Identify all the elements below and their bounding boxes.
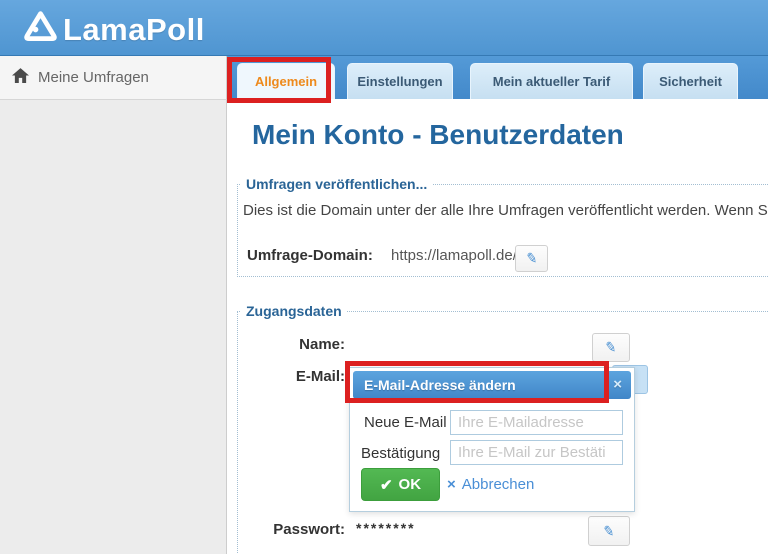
tab-label: Mein aktueller Tarif <box>492 74 611 89</box>
sidebar-panel <box>0 100 227 554</box>
confirm-email-label: Bestätigung <box>361 445 441 462</box>
home-icon <box>12 67 29 88</box>
close-icon[interactable]: × <box>613 376 622 393</box>
publish-description: Dies ist die Domain unter der alle Ihre … <box>243 202 768 219</box>
sidebar-item-meine-umfragen[interactable]: Meine Umfragen <box>0 56 227 100</box>
publish-section-legend: Umfragen veröffentlichen... <box>246 176 428 192</box>
tab-einstellungen[interactable]: Einstellungen <box>347 63 453 99</box>
lamapoll-logo-icon <box>22 9 59 50</box>
edit-domain-button[interactable]: ✎ <box>515 245 548 272</box>
popup-title-bar: E-Mail-Adresse ändern × <box>353 371 631 399</box>
tab-sicherheit[interactable]: Sicherheit <box>643 63 738 99</box>
tab-label: Sicherheit <box>659 74 722 89</box>
email-label: E-Mail: <box>295 368 345 385</box>
password-masked-value: ******** <box>356 520 416 536</box>
edit-password-button[interactable]: ✎ <box>588 516 630 546</box>
name-label: Name: <box>299 336 345 353</box>
credentials-section-legend: Zugangsdaten <box>246 303 342 319</box>
check-icon: ✔ <box>379 476 393 494</box>
domain-value: https://lamapoll.de/ <box>391 247 517 264</box>
popup-title: E-Mail-Adresse ändern <box>364 377 516 393</box>
tab-label: Einstellungen <box>357 74 443 89</box>
tab-label: Allgemein <box>254 74 318 89</box>
publish-section: Umfragen veröffentlichen... <box>237 176 768 277</box>
edit-icon: ✎ <box>604 338 618 356</box>
cancel-x-icon: × <box>447 476 456 493</box>
confirm-email-input[interactable] <box>450 440 623 465</box>
sidebar-item-label: Meine Umfragen <box>38 69 149 86</box>
tab-allgemein[interactable]: Allgemein <box>237 63 335 99</box>
new-email-label: Neue E-Mail <box>364 414 447 431</box>
lamapoll-logo: LamaPoll <box>22 9 205 50</box>
email-change-popup: E-Mail-Adresse ändern × Neue E-Mail Best… <box>349 367 635 512</box>
edit-name-button[interactable]: ✎ <box>592 333 630 362</box>
ok-button-label: OK <box>398 476 422 493</box>
tab-mein-aktueller-tarif[interactable]: Mein aktueller Tarif <box>470 63 633 99</box>
domain-label: Umfrage-Domain: <box>247 247 373 264</box>
app-header: LamaPoll <box>0 0 768 56</box>
ok-button[interactable]: ✔ OK <box>361 468 440 501</box>
logo-text: LamaPoll <box>63 11 205 47</box>
cancel-label: Abbrechen <box>461 476 535 493</box>
page-title: Mein Konto - Benutzerdaten <box>252 119 624 150</box>
cancel-link[interactable]: × Abbrechen <box>447 476 534 493</box>
edit-icon: ✎ <box>524 249 539 267</box>
edit-icon: ✎ <box>602 521 616 540</box>
password-label: Passwort: <box>273 521 345 538</box>
credentials-section: Zugangsdaten <box>237 303 768 554</box>
new-email-input[interactable] <box>450 410 623 435</box>
